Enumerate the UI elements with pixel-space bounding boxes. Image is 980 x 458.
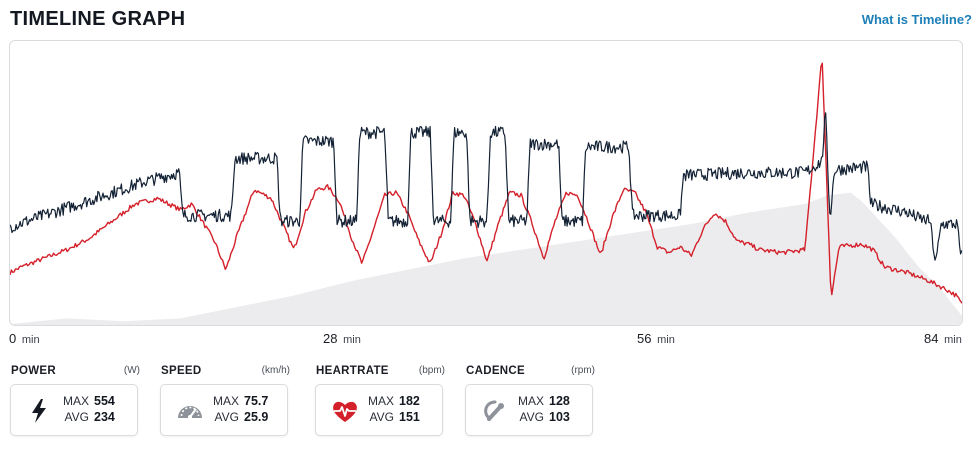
metric-card-power: MAX 554 AVG 234 [10, 384, 138, 436]
x-tick-84: 84 min [924, 331, 962, 346]
max-stat: MAX 75.7 [212, 394, 269, 408]
timeline-chart[interactable] [9, 40, 963, 326]
timeline-chart-svg [10, 62, 962, 325]
heartrate-line [10, 62, 962, 304]
max-stat: MAX 554 [62, 394, 115, 408]
metric-name: CADENCE [466, 365, 525, 377]
metric-heartrate: HEARTRATE (bpm) MAX 182 AVG 151 [315, 364, 447, 436]
metric-speed: SPEED (km/h) MAX 75.7 AVG 25.9 [160, 364, 292, 436]
metric-name: SPEED [161, 365, 202, 377]
x-tick-0: 0 min [9, 331, 40, 346]
metric-name: HEARTRATE [316, 365, 389, 377]
x-tick-56: 56 min [637, 331, 675, 346]
speedometer-icon [175, 397, 205, 425]
metric-unit: (W) [123, 365, 140, 376]
page-title: TIMELINE GRAPH [10, 8, 186, 30]
what-is-timeline-link[interactable]: What is Timeline? [861, 12, 972, 27]
power-line [10, 112, 962, 261]
metric-unit: (bpm) [418, 365, 445, 376]
heart-pulse-icon [330, 397, 360, 425]
max-stat: MAX 128 [517, 394, 570, 408]
x-tick-28: 28 min [323, 331, 361, 346]
avg-stat: AVG 151 [369, 410, 420, 424]
lightning-bolt-icon [25, 397, 55, 425]
header: TIMELINE GRAPH What is Timeline? [10, 6, 972, 34]
max-stat: MAX 182 [367, 394, 420, 408]
metric-unit: (rpm) [571, 365, 595, 376]
metric-name: POWER [11, 365, 56, 377]
avg-stat: AVG 103 [519, 410, 570, 424]
avg-stat: AVG 25.9 [214, 410, 269, 424]
pedal-crank-icon [480, 397, 510, 425]
metric-unit: (km/h) [261, 365, 290, 376]
metric-power: POWER (W) MAX 554 AVG 234 [10, 364, 142, 436]
metric-card-speed: MAX 75.7 AVG 25.9 [160, 384, 288, 436]
metric-card-heartrate: MAX 182 AVG 151 [315, 384, 443, 436]
metric-cadence: CADENCE (rpm) MAX 128 AVG 103 [465, 364, 597, 436]
metric-card-cadence: MAX 128 AVG 103 [465, 384, 593, 436]
avg-stat: AVG 234 [64, 410, 115, 424]
